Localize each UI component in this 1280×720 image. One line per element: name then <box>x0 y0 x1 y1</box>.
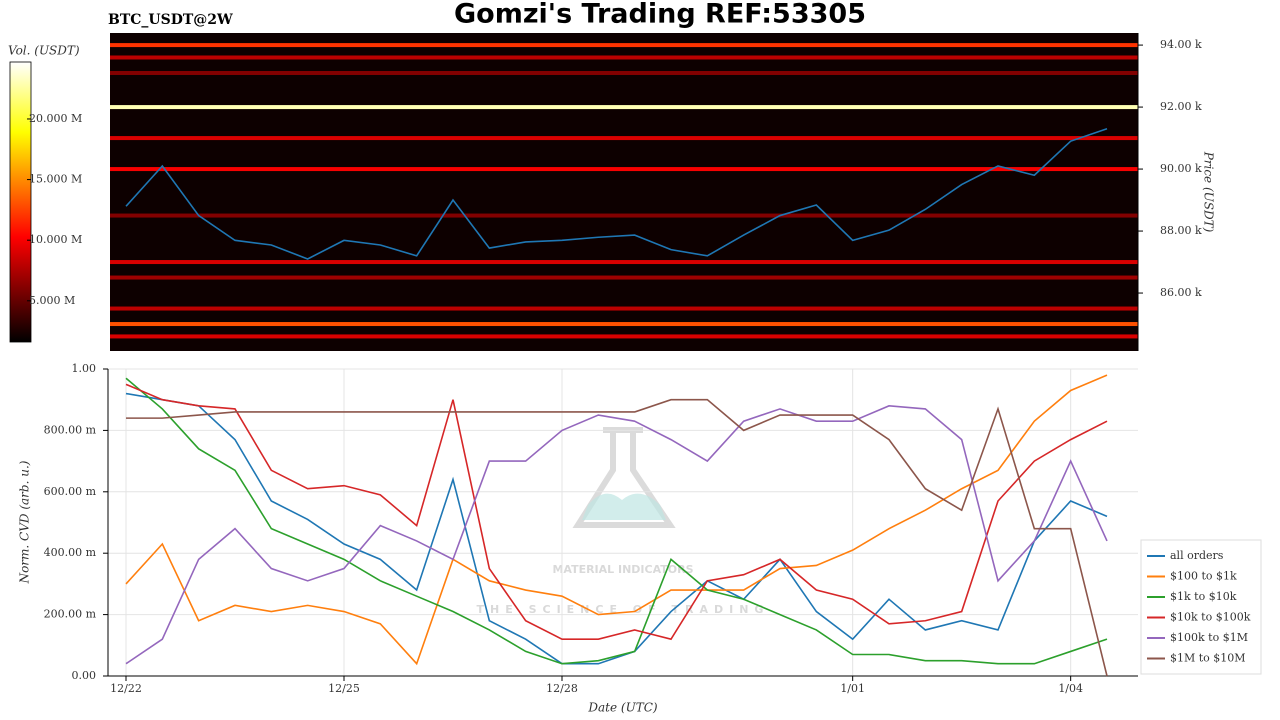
legend-box <box>1140 539 1262 675</box>
page-title: Gomzi's Trading REF:53305 <box>454 0 866 30</box>
heatmap-level <box>110 167 1138 172</box>
watermark: MATERIAL INDICATORS THE SCIENCE OF TRADI… <box>108 43 1138 677</box>
x-tick-label: 12/25 <box>328 682 360 695</box>
x-axis-label: Date (UTC) <box>587 701 657 715</box>
watermark-title: MATERIAL INDICATORS <box>552 563 693 576</box>
y-tick-label: 400.00 m <box>44 546 97 559</box>
y-tick-label: 92.00 k <box>1160 100 1202 113</box>
legend-label: all orders <box>1170 549 1224 562</box>
heatmap-level <box>110 105 1138 110</box>
x-tick-label: 1/01 <box>840 682 865 695</box>
colorbar-tick-label: 15.000 M <box>29 173 82 186</box>
x-tick-label: 12/22 <box>110 682 142 695</box>
y-tick-label: 88.00 k <box>1160 224 1202 237</box>
y-tick-label: 94.00 k <box>1160 38 1202 51</box>
colorbar-tick-label: 20.000 M <box>29 112 82 125</box>
heatmap-level <box>110 213 1138 218</box>
legend-label: $10k to $100k <box>1170 611 1251 624</box>
cvd-line <box>125 405 1108 665</box>
colorbar-tick-label: 10.000 M <box>29 233 82 246</box>
legend-label: $100 to $1k <box>1170 570 1237 583</box>
y-axis-label: Norm. CVD (arb. u.) <box>18 460 32 584</box>
heatmap-level <box>110 55 1138 60</box>
colorbar-label: Vol. (USDT) <box>8 44 80 58</box>
heatmap-background <box>110 33 1138 351</box>
y-tick-label: 1.00 <box>72 362 97 375</box>
y-axis-label: Price (USDT) <box>1202 151 1216 233</box>
legend-label: $1M to $10M <box>1170 652 1246 665</box>
watermark-liquid <box>582 493 666 520</box>
heatmap-level <box>110 260 1138 265</box>
y-tick-label: 600.00 m <box>44 485 97 498</box>
price-line <box>125 128 1108 260</box>
cvd-line <box>125 383 1108 641</box>
cvd-line <box>126 398 1108 677</box>
axis-frame <box>107 369 1138 677</box>
legend-label: $1k to $10k <box>1170 590 1237 603</box>
y-tick-label: 200.00 m <box>44 608 97 621</box>
heatmap-level <box>110 43 1138 48</box>
y-tick-label: 0.00 <box>72 669 97 682</box>
heatmap-level <box>110 275 1138 280</box>
heatmap-level <box>110 136 1138 141</box>
x-tick-label: 1/04 <box>1058 682 1083 695</box>
y-tick-label: 90.00 k <box>1160 162 1202 175</box>
y-tick-label: 86.00 k <box>1160 286 1202 299</box>
y-tick-label: 800.00 m <box>44 423 97 436</box>
symbol-label: BTC_USDT@2W <box>108 12 233 28</box>
cvd-line <box>125 377 1108 665</box>
heatmap-level <box>110 70 1138 75</box>
heatmap-level <box>110 334 1138 339</box>
cvd-line <box>125 392 1108 665</box>
colorbar-tick-label: 5.000 M <box>29 294 75 307</box>
heatmap-level <box>110 306 1138 311</box>
colorbar <box>9 61 32 343</box>
legend-label: $100k to $1M <box>1170 631 1248 644</box>
x-tick-label: 12/28 <box>546 682 578 695</box>
heatmap-level <box>110 322 1138 327</box>
